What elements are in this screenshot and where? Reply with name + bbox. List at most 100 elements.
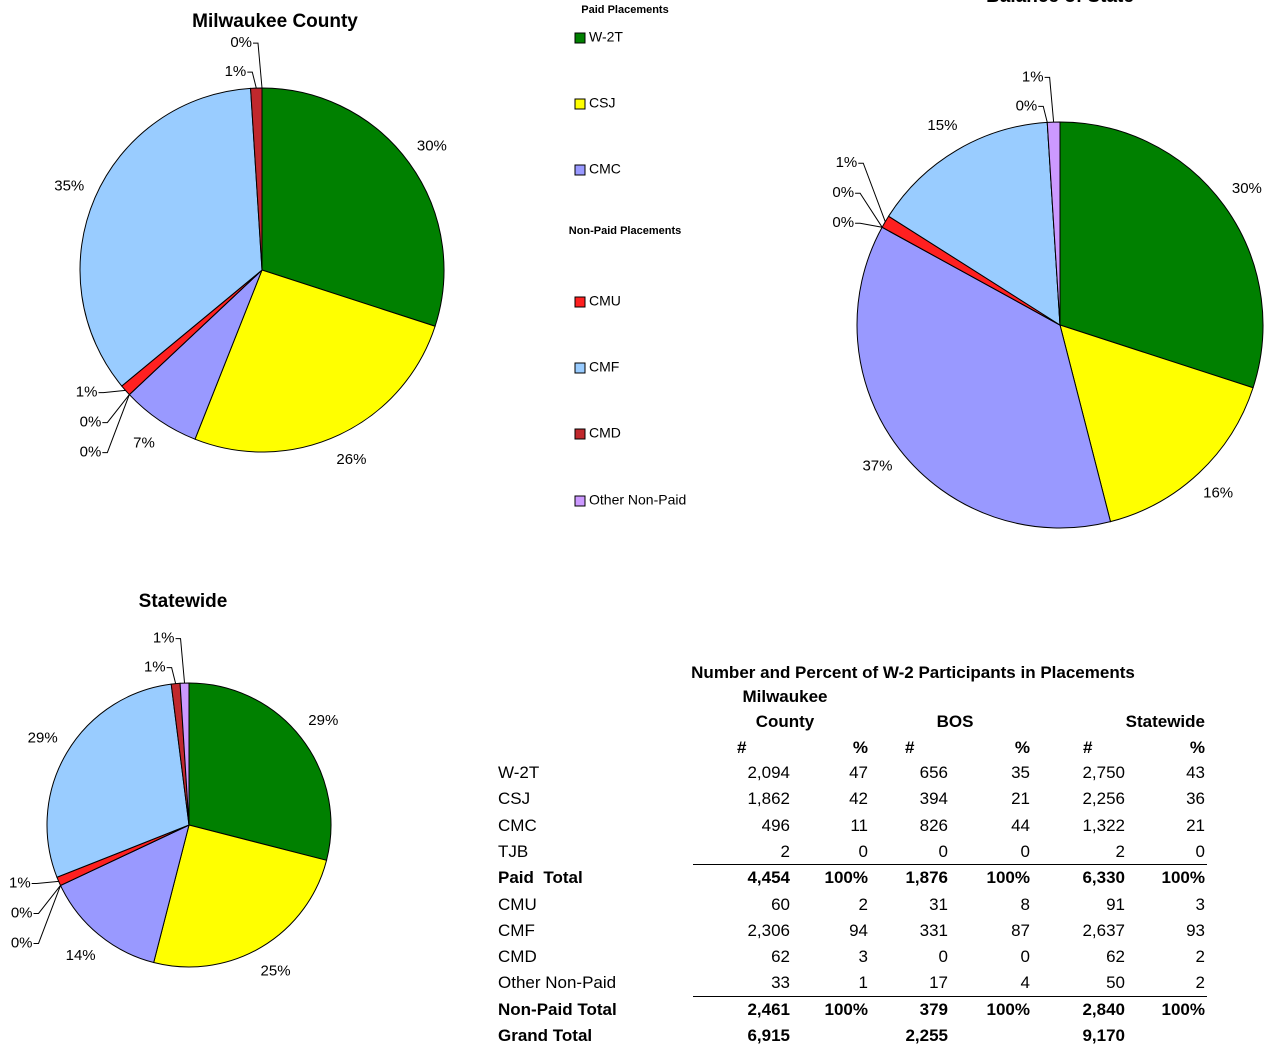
table-cell: 47 (849, 763, 868, 782)
legend-label: CSJ (589, 95, 615, 111)
table-cell: 100% (1161, 999, 1205, 1019)
legend-label: CMD (589, 425, 621, 441)
table-cell: 35 (1011, 763, 1030, 782)
table-cell: 2,094 (747, 763, 790, 782)
table-cell: 0 (938, 841, 948, 861)
legend-label: CMU (589, 293, 621, 309)
table-cell: 11 (850, 815, 868, 835)
row-label: Grand Total (498, 1026, 593, 1045)
table-cell: 43 (1186, 763, 1205, 782)
subheader: # (737, 738, 747, 757)
data-label: 0% (11, 934, 33, 951)
leader-line (1038, 105, 1048, 123)
row-label: CMU (498, 894, 537, 914)
subheader: # (1083, 738, 1093, 757)
pie-slice (194, 269, 436, 453)
legend-label: CMF (589, 359, 619, 375)
pie-slice (79, 87, 263, 387)
data-label: 26% (336, 451, 366, 468)
data-label: 7% (133, 435, 155, 452)
pie-slice (856, 226, 1112, 529)
chart-title: Balance of State (986, 0, 1134, 7)
table-cell: 62 (771, 947, 790, 967)
table-cell: 4,454 (747, 868, 790, 888)
leader-line (855, 222, 883, 228)
table-cell: 100% (824, 999, 868, 1019)
table-cell: 1,322 (1082, 815, 1125, 835)
chart-title: Milwaukee County (192, 11, 358, 32)
row-label: Non-Paid Total (498, 999, 617, 1019)
legend-heading: Paid Placements (581, 4, 668, 16)
data-label: 25% (261, 962, 291, 979)
subheader: % (852, 738, 868, 757)
table-cell: 9,170 (1082, 1026, 1125, 1045)
table-title: Number and Percent of W-2 Participants i… (691, 663, 1135, 682)
leader-line (247, 71, 257, 89)
legend-swatch (574, 428, 586, 440)
pie-slice (261, 87, 445, 327)
data-label: 0% (80, 444, 102, 461)
table-cell: 496 (761, 815, 790, 835)
data-label: 0% (80, 414, 102, 431)
data-label: 1% (1022, 68, 1044, 85)
row-label: Other Non-Paid (498, 973, 617, 993)
table-cell: 0 (858, 841, 868, 861)
table-cell: 100% (986, 868, 1030, 888)
data-label: 1% (9, 874, 31, 891)
table-cell: 91 (1106, 894, 1125, 914)
subheader: % (1014, 738, 1030, 757)
row-label: Paid Total (498, 868, 583, 888)
table-cell: 2,256 (1082, 789, 1125, 809)
table-cell: 42 (849, 789, 868, 809)
pie-slice (887, 121, 1061, 326)
table-cell: 0 (1020, 947, 1030, 967)
table-cell: 2,750 (1082, 763, 1125, 782)
table-cell: 36 (1186, 789, 1205, 809)
table-cell: 100% (1161, 868, 1205, 888)
table-cell: 93 (1186, 920, 1205, 940)
data-label: 1% (144, 659, 166, 676)
data-label: 15% (927, 117, 957, 134)
data-label: 0% (1016, 97, 1038, 114)
table-cell: 826 (919, 815, 948, 835)
row-label: CMC (498, 815, 537, 835)
table-cell: 656 (919, 763, 948, 782)
legend-heading: Non-Paid Placements (569, 225, 681, 237)
table-cell: 2 (1115, 841, 1125, 861)
table-cell: 21 (1186, 815, 1205, 835)
data-label: 1% (225, 63, 247, 80)
table-cell: 0 (1195, 841, 1205, 861)
table-cell: 2 (1195, 973, 1205, 993)
leader-line (175, 638, 186, 684)
data-label: 37% (862, 458, 892, 475)
data-label: 29% (28, 729, 58, 746)
table-cell: 4 (1020, 973, 1030, 993)
data-label: 14% (66, 947, 96, 964)
table-rule (693, 864, 1207, 866)
chart-title: Statewide (139, 591, 228, 612)
data-label: 0% (832, 184, 854, 201)
table-cell: 0 (1020, 841, 1030, 861)
table-cell: 3 (858, 947, 868, 967)
table-cell: 2,840 (1082, 999, 1125, 1019)
table-cell: 2,306 (747, 920, 790, 940)
leader-line (33, 885, 61, 914)
legend-swatch (574, 296, 586, 308)
table-cell: 2,461 (747, 999, 790, 1019)
leader-line (102, 394, 130, 454)
data-label: 35% (54, 178, 84, 195)
pie-slice (1059, 121, 1264, 389)
data-label: 30% (1232, 180, 1262, 197)
legend-swatch (574, 362, 586, 374)
legend-swatch (574, 98, 586, 110)
data-label: 1% (76, 384, 98, 401)
subheader: # (905, 738, 915, 757)
table-cell: 1 (858, 973, 868, 993)
leader-line (33, 885, 61, 944)
legend-swatch (574, 495, 586, 507)
table-cell: 6,330 (1082, 868, 1125, 888)
data-label: 30% (417, 138, 447, 155)
data-label: 0% (230, 34, 252, 51)
data-label: 29% (308, 712, 338, 729)
